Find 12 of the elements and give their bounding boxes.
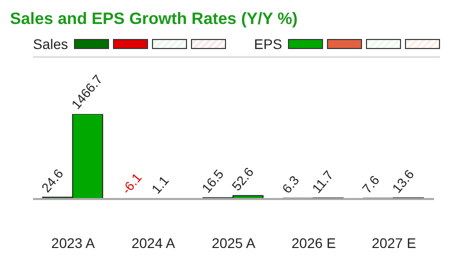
chart-title: Sales and EPS Growth Rates (Y/Y %) xyxy=(10,9,299,30)
x-tick-label: 2023 A xyxy=(51,235,96,251)
data-label: 7.6 xyxy=(359,172,382,196)
x-tick-label: 2027 E xyxy=(372,235,416,251)
legend-label: EPS xyxy=(254,36,282,52)
data-label: 1.1 xyxy=(148,173,172,197)
data-label: -6.1 xyxy=(118,170,145,197)
x-tick-label: 2024 A xyxy=(131,235,176,251)
x-tick-label: 2025 A xyxy=(212,235,256,251)
x-tick-label: 2026 E xyxy=(292,235,336,251)
legend-label: Sales xyxy=(33,36,68,52)
data-label: 6.3 xyxy=(279,172,302,196)
